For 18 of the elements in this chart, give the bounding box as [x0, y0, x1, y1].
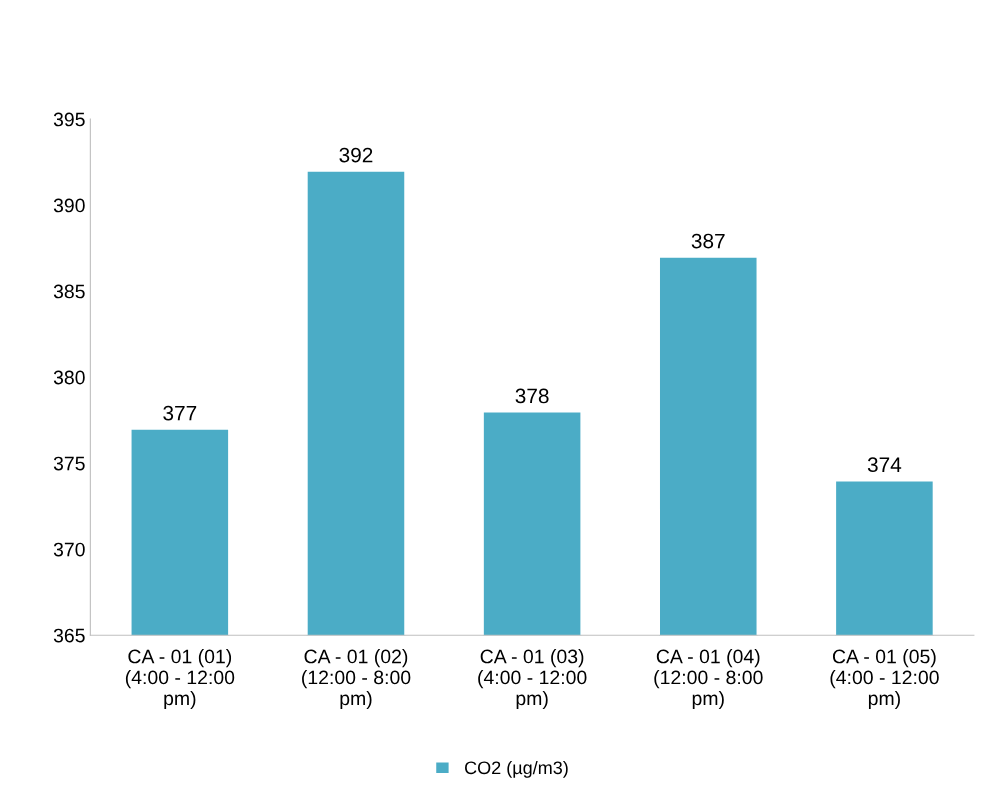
x-tick-label: CA - 01 (04) (12:00 - 8:00 pm) — [654, 649, 763, 710]
y-tick-label: 380 — [53, 370, 85, 385]
y-tick-label: 395 — [53, 112, 85, 127]
data-label: 387 — [691, 233, 725, 249]
data-label: 378 — [515, 388, 549, 404]
x-tick-label: CA - 01 (03) (4:00 - 12:00 pm) — [478, 649, 587, 710]
x-tick-label: CA - 01 (01) (4:00 - 12:00 pm) — [125, 649, 235, 710]
data-label: 374 — [867, 457, 902, 473]
x-tick-label: CA - 01 (02) (12:00 - 8:00 pm) — [302, 649, 411, 710]
y-tick-label: 365 — [53, 628, 85, 643]
data-label: 377 — [163, 405, 197, 421]
data-label: 392 — [339, 147, 373, 163]
y-tick-label: 390 — [53, 198, 85, 213]
x-tick-label: CA - 01 (05) (4:00 - 12:00 pm) — [830, 649, 939, 710]
legend-label: CO2 (µg/m3) — [465, 760, 568, 778]
y-tick-label: 385 — [53, 284, 85, 299]
y-tick-label: 375 — [53, 456, 85, 471]
y-tick-label: 370 — [53, 542, 85, 557]
